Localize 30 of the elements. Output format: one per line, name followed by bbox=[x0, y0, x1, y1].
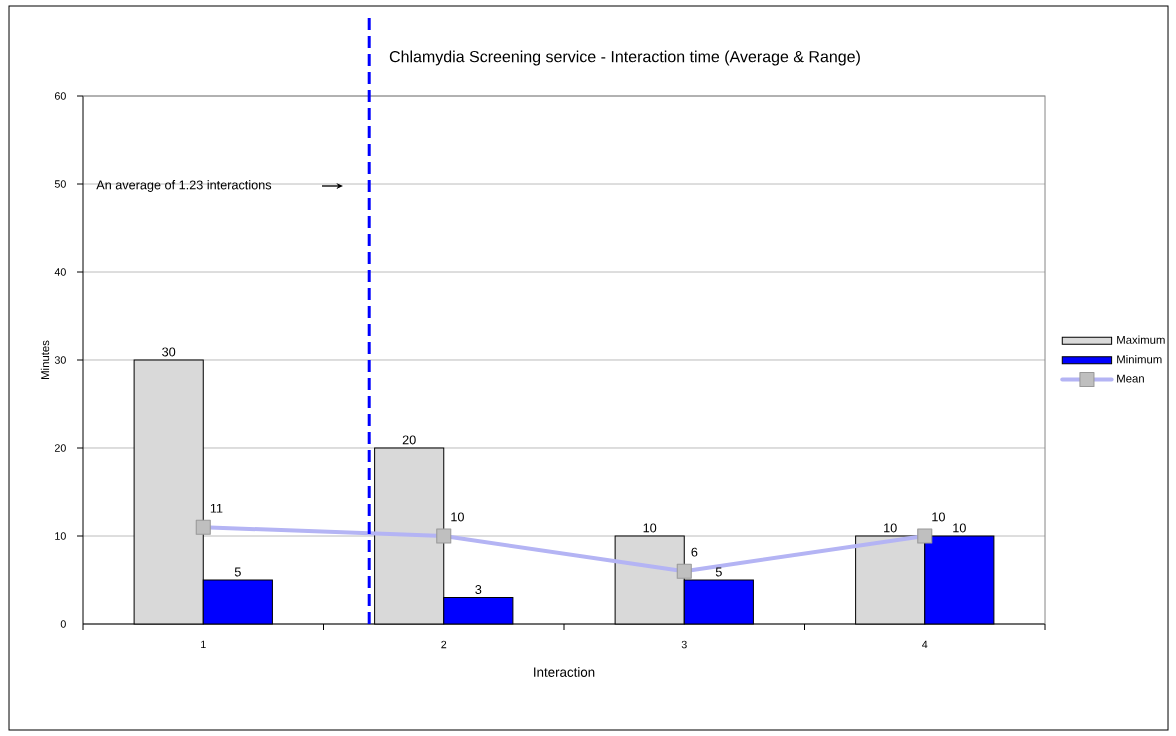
x-axis-title: Interaction bbox=[534, 667, 595, 677]
data-label: 30 bbox=[162, 347, 176, 357]
x-tick-label: 4 bbox=[922, 640, 928, 649]
y-tick-label: 20 bbox=[54, 444, 66, 452]
legend-label: Minimum bbox=[1117, 355, 1162, 364]
y-tick-label: 60 bbox=[54, 92, 66, 100]
data-label: 10 bbox=[884, 523, 897, 533]
data-label: 10 bbox=[643, 523, 657, 533]
x-tick-label: 1 bbox=[201, 640, 206, 649]
data-label: 5 bbox=[715, 567, 722, 577]
data-label: 20 bbox=[402, 435, 416, 445]
y-tick-label: 0 bbox=[60, 620, 66, 628]
y-tick-label: 10 bbox=[55, 532, 66, 540]
y-tick-label: 40 bbox=[54, 268, 66, 276]
data-label: 10 bbox=[932, 512, 945, 522]
y-tick-label: 50 bbox=[54, 180, 66, 188]
chart-title: Chlamydia Screening service - Interaction time (Average & Range) bbox=[389, 50, 860, 66]
y-axis-title: Minutes bbox=[40, 340, 50, 379]
data-label: 6 bbox=[691, 547, 698, 557]
data-label: 5 bbox=[234, 567, 241, 577]
data-label: 11 bbox=[210, 503, 223, 513]
data-label: 10 bbox=[451, 512, 464, 522]
legend-label: Maximum bbox=[1117, 335, 1165, 344]
legend-label: Mean bbox=[1117, 374, 1144, 383]
y-tick-label: 30 bbox=[54, 356, 66, 364]
annotation: An average of 1.23 interactions bbox=[96, 180, 272, 192]
data-label: 10 bbox=[953, 523, 966, 533]
x-tick-label: 2 bbox=[441, 640, 447, 649]
x-tick-label: 3 bbox=[681, 640, 687, 649]
data-label: 3 bbox=[475, 585, 482, 594]
